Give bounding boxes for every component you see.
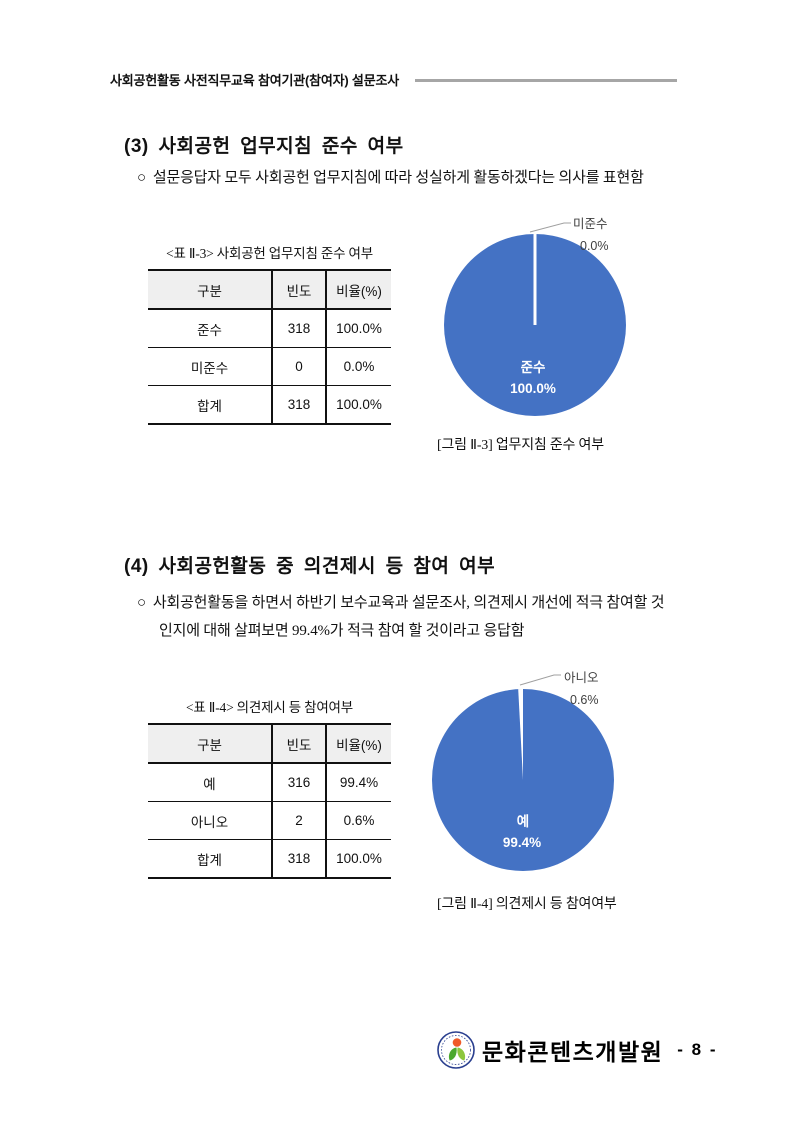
bullet-text-line1: 사회공헌활동을 하면서 하반기 보수교육과 설문조사, 의견제시 개선에 적극 …	[152, 595, 665, 611]
bullet-circle-marker: ○	[137, 170, 146, 186]
table-row: 미준수 0 0.0%	[148, 347, 391, 386]
callout-label: 아니오	[564, 671, 599, 685]
cell-frequency: 318	[271, 385, 326, 425]
table-4-title: <표 Ⅱ-4> 의견제시 등 참여여부	[185, 700, 354, 715]
table-row-total: 합계 318 100.0%	[148, 385, 391, 425]
bullet-text-line2: 인지에 대해 살펴보면 99.4%가 적극 참여 할 것이라고 응답함	[159, 623, 525, 639]
section-4-bullet: ○ 사회공헌활동을 하면서 하반기 보수교육과 설문조사, 의견제시 개선에 적극…	[137, 589, 757, 645]
slice-value: 100.0%	[510, 381, 556, 396]
cell-category: 예	[148, 763, 272, 802]
figure-4-caption: [그림 Ⅱ-4] 의견제시 등 참여여부	[437, 897, 617, 912]
table-row: 준수 318 100.0%	[148, 309, 391, 348]
cell-frequency: 318	[271, 839, 326, 879]
bullet-circle-marker: ○	[137, 595, 146, 611]
cell-category: 합계	[148, 385, 272, 425]
running-header-title: 사회공헌활동 사전직무교육 참여기관(참여자) 설문조사	[110, 73, 399, 88]
callout-value: 0.0%	[580, 239, 609, 253]
org-name: 문화콘텐츠개발원	[482, 1039, 664, 1065]
table-row: 아니오 2 0.6%	[148, 801, 391, 840]
table-row-total: 합계 318 100.0%	[148, 839, 391, 879]
col-header-frequency: 빈도	[271, 723, 326, 764]
table-header-row: 구분 빈도 비율(%)	[148, 723, 391, 764]
header-rule	[415, 79, 677, 82]
cell-ratio: 99.4%	[325, 763, 391, 802]
cell-category: 준수	[148, 309, 272, 348]
pie-chart-participation: 아니오 0.6% 예 99.4%	[432, 671, 614, 871]
figure-3-caption: [그림 Ⅱ-3] 업무지침 준수 여부	[437, 438, 604, 453]
slice-label: 준수	[521, 360, 546, 375]
cell-ratio: 100.0%	[325, 839, 391, 879]
col-header-ratio: 비율(%)	[325, 269, 391, 310]
callout-leader-line	[529, 222, 571, 233]
table-3-title: <표 Ⅱ-3> 사회공헌 업무지침 준수 여부	[166, 246, 373, 261]
slice-value: 99.4%	[503, 835, 541, 850]
cell-frequency: 316	[271, 763, 326, 802]
section-3-heading: (3) 사회공헌 업무지침 준수 여부	[124, 136, 404, 157]
col-header-category: 구분	[148, 723, 272, 764]
page-footer: 문화콘텐츠개발원 - 8 -	[436, 1030, 718, 1070]
cell-category: 아니오	[148, 801, 272, 840]
cell-category: 합계	[148, 839, 272, 879]
cell-ratio: 0.6%	[325, 801, 391, 840]
cell-ratio: 100.0%	[325, 385, 391, 425]
cell-ratio: 0.0%	[325, 347, 391, 386]
section-4-heading: (4) 사회공헌활동 중 의견제시 등 참여 여부	[124, 556, 496, 577]
col-header-frequency: 빈도	[271, 269, 326, 310]
callout-label: 미준수	[573, 217, 608, 231]
pie-chart-compliance: 미준수 0.0% 준수 100.0%	[444, 217, 626, 416]
col-header-category: 구분	[148, 269, 272, 310]
pie-slice-no	[518, 688, 523, 780]
table-block-compliance: <표 Ⅱ-3> 사회공헌 업무지침 준수 여부 구분 빈도 비율(%) 준수 3…	[148, 242, 391, 425]
callout-value: 0.6%	[570, 693, 599, 707]
participation-table: 구분 빈도 비율(%) 예 316 99.4% 아니오 2 0.6% 합계	[148, 723, 391, 879]
cell-frequency: 318	[271, 309, 326, 348]
org-logo-icon	[437, 1031, 475, 1069]
compliance-table: 구분 빈도 비율(%) 준수 318 100.0% 미준수 0 0.0% 합계	[148, 269, 391, 425]
cell-frequency: 0	[271, 347, 326, 386]
table-header-row: 구분 빈도 비율(%)	[148, 269, 391, 310]
cell-category: 미준수	[148, 347, 272, 386]
section-3-bullet: ○ 설문응답자 모두 사회공헌 업무지침에 따라 성실하게 활동하겠다는 의사를 …	[137, 164, 757, 192]
table-row: 예 316 99.4%	[148, 763, 391, 802]
cell-ratio: 100.0%	[325, 309, 391, 348]
callout-leader-line	[519, 674, 561, 686]
cell-frequency: 2	[271, 801, 326, 840]
slice-label: 예	[517, 814, 529, 829]
bullet-text: 설문응답자 모두 사회공헌 업무지침에 따라 성실하게 활동하겠다는 의사를 표…	[152, 170, 644, 186]
page-number: - 8 -	[677, 1040, 718, 1059]
table-block-participation: <표 Ⅱ-4> 의견제시 등 참여여부 구분 빈도 비율(%) 예 316 99…	[148, 696, 391, 879]
col-header-ratio: 비율(%)	[325, 723, 391, 764]
